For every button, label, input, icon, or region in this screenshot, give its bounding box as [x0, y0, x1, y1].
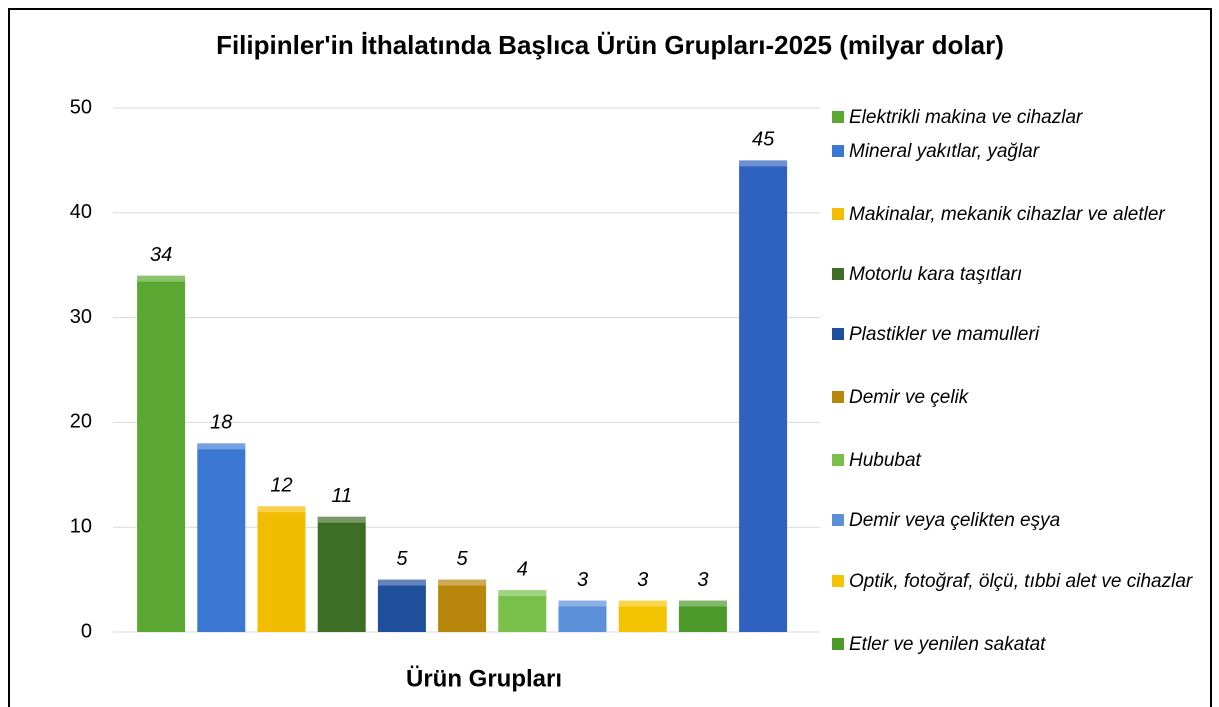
legend-swatch — [832, 454, 844, 466]
legend-swatch — [832, 391, 844, 403]
bar-bevel — [197, 443, 246, 450]
bar-bevel — [558, 600, 607, 607]
bar-bevel — [438, 579, 487, 586]
y-tick-label: 50 — [70, 96, 92, 118]
legend-swatch — [832, 514, 844, 526]
legend-label: Etler ve yenilen sakatat — [849, 634, 1046, 655]
bar-bevel — [317, 516, 366, 523]
legend-label: Makinalar, mekanik cihazlar ve aletler — [849, 204, 1165, 225]
data-label: 11 — [331, 485, 352, 507]
bar — [257, 506, 306, 632]
y-tick-label: 30 — [70, 306, 92, 328]
y-tick-label: 0 — [81, 620, 92, 642]
legend-item: Demir ve çelik — [832, 384, 1207, 411]
bar — [438, 579, 487, 632]
data-label: 3 — [577, 569, 588, 591]
y-tick-label: 20 — [70, 411, 92, 433]
legend-item: Plastikler ve mamulleri — [832, 321, 1207, 348]
legend-item: Optik, fotoğraf, ölçü, tıbbi alet ve cih… — [832, 568, 1207, 595]
legend-item: Etler ve yenilen sakatat — [832, 631, 1207, 658]
legend-swatch — [832, 328, 844, 340]
data-label: 45 — [752, 129, 775, 151]
legend-item: Elektrikli makina ve cihazlar — [832, 104, 1207, 131]
legend-item: Makinalar, mekanik cihazlar ve aletler — [832, 201, 1207, 228]
bar — [317, 516, 366, 632]
data-label: 5 — [396, 548, 408, 570]
legend-label: Elektrikli makina ve cihazlar — [849, 107, 1083, 128]
y-tick-label: 10 — [70, 515, 92, 537]
bar — [618, 600, 667, 632]
legend-swatch — [832, 208, 844, 220]
legend-item: Hububat — [832, 447, 1207, 474]
data-label: 12 — [270, 475, 292, 497]
data-label: 4 — [517, 558, 528, 580]
bar — [678, 600, 727, 632]
bar — [377, 579, 426, 632]
legend-label: Hububat — [849, 450, 921, 471]
legend-swatch — [832, 638, 844, 650]
legend-label: Optik, fotoğraf, ölçü, tıbbi alet ve cih… — [849, 571, 1193, 592]
data-label: 3 — [637, 569, 648, 591]
bar — [137, 275, 186, 632]
bar-bevel — [137, 275, 186, 282]
legend-item: Mineral yakıtlar, yağlar — [832, 138, 1207, 165]
y-tick-label: 40 — [70, 201, 92, 223]
legend-label: Mineral yakıtlar, yağlar — [849, 141, 1040, 162]
data-label: 18 — [210, 412, 232, 434]
legend-label: Demir veya çelikten eşya — [849, 510, 1061, 531]
bar — [739, 160, 788, 632]
bar-bevel — [678, 600, 727, 607]
legend-label: Demir ve çelik — [849, 387, 969, 408]
bar-bevel — [739, 160, 788, 167]
x-axis-label: Ürün Grupları — [406, 665, 562, 692]
data-label: 5 — [457, 548, 469, 570]
legend-swatch — [832, 575, 844, 587]
bar-bevel — [257, 506, 306, 513]
legend-swatch — [832, 268, 844, 280]
chart-title: Filipinler'in İthalatında Başlıca Ürün G… — [216, 30, 1004, 60]
data-label: 34 — [150, 244, 172, 266]
chart-border — [8, 8, 1212, 707]
legend-swatch — [832, 111, 844, 123]
legend-label: Plastikler ve mamulleri — [849, 324, 1040, 345]
legend-item: Motorlu kara taşıtları — [832, 261, 1207, 288]
bar-bevel — [618, 600, 667, 607]
bar — [197, 443, 246, 632]
data-label: 3 — [697, 569, 708, 591]
legend-swatch — [832, 145, 844, 157]
bar-bevel — [377, 579, 426, 586]
legend-item: Demir veya çelikten eşya — [832, 507, 1207, 534]
bar — [558, 600, 607, 632]
bar — [498, 590, 547, 632]
bar-bevel — [498, 590, 547, 597]
legend-label: Motorlu kara taşıtları — [849, 264, 1023, 285]
